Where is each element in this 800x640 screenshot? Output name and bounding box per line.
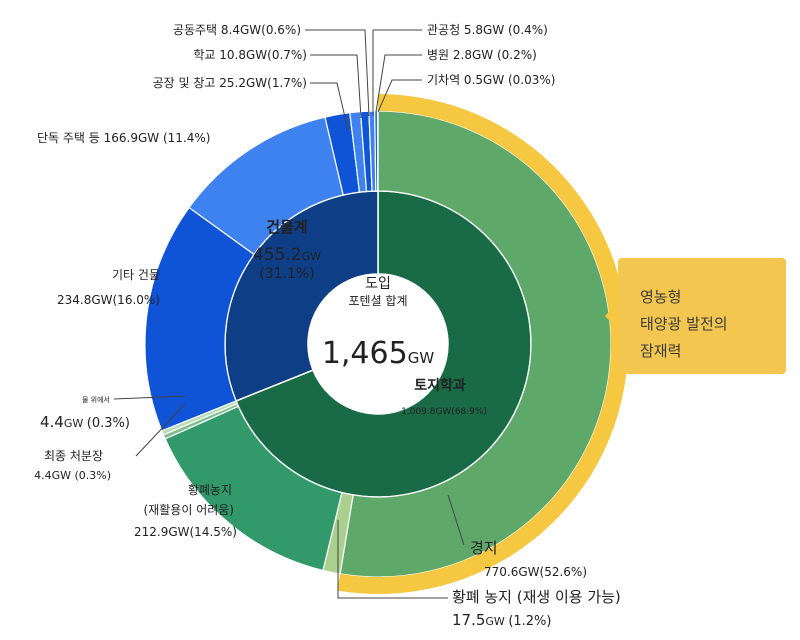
detail-on-water: 4.4GW (0.3%) [40, 413, 130, 431]
callout-line-1: 영농형 [640, 288, 682, 306]
label-train-station: 기차역 0.5GW (0.03%) [427, 73, 555, 87]
callout-line-3: 잠재력 [640, 342, 682, 360]
inner-detail-building: 455.2GW [253, 245, 321, 265]
inner-detail-building-pct: (31.1%) [259, 266, 314, 282]
detail-other-buildings: 234.8GW(16.0%) [57, 293, 160, 307]
label-hospital: 병원 2.8GW (0.2%) [427, 48, 537, 62]
agrivoltaic-callout-text: 영농형 태양광 발전의 잠재력 [640, 284, 728, 365]
label-detached-houses: 단독 주택 등 166.9GW (11.4%) [37, 131, 210, 145]
center-label-2: 포텐셜 합계 [348, 294, 407, 308]
leader-school [310, 54, 362, 119]
detail-disposal: 4.4GW (0.3%) [34, 469, 111, 482]
detail-abandoned-renewable-unit: GW [485, 615, 508, 628]
label-on-water: 물 위에서 [82, 395, 110, 404]
outer-slice-0 [339, 110, 612, 578]
label-school: 학교 10.8GW(0.7%) [193, 48, 307, 62]
inner-label-land: 토지학과 [414, 378, 466, 394]
detail-abandoned-renewable-pct: (1.2%) [508, 614, 551, 629]
label-government-office: 관공청 5.8GW (0.4%) [427, 23, 548, 37]
leader-government-office [372, 29, 422, 116]
leader-farmland [447, 494, 465, 546]
leader-abandoned-renewable [337, 520, 448, 599]
label-abandoned-hard-1: 황폐농지 [188, 483, 232, 497]
label-factory: 공장 및 창고 25.2GW(1.7%) [153, 76, 307, 90]
detail-abandoned-hard: 212.9GW(14.5%) [134, 525, 237, 539]
inner-label-building: 건물계 [266, 218, 307, 236]
leader-on-water [113, 395, 186, 400]
label-abandoned-hard-2: (재활용이 어려움) [144, 503, 234, 517]
leader-train-station [377, 79, 422, 113]
center-label-1: 도입 [365, 276, 391, 292]
label-farmland: 경지 [470, 539, 498, 557]
center-total-unit: GW [408, 349, 435, 367]
callout-pointer [605, 302, 618, 330]
inner-detail-land: 1,009.8GW(68.9%) [401, 407, 487, 417]
detail-abandoned-renewable: 17.5GW (1.2%) [452, 611, 551, 629]
agrivoltaic-callout-box [618, 258, 786, 374]
label-other-buildings: 기타 건물 [112, 268, 160, 282]
leader-factory [310, 82, 349, 131]
callout-line-2: 태양광 발전의 [640, 315, 728, 333]
label-disposal: 최종 처분장 [44, 449, 103, 463]
label-apartments: 공동주택 8.4GW(0.6%) [173, 23, 301, 37]
donut-hole [309, 275, 447, 413]
leader-apartments [305, 29, 370, 117]
detail-on-water-unit: GW [64, 417, 87, 430]
label-abandoned-renewable: 황폐 농지 (재생 이용 가능) [452, 588, 621, 606]
detail-on-water-pct: (0.3%) [87, 416, 130, 431]
leader-hospital [375, 54, 422, 113]
detail-farmland: 770.6GW(52.6%) [484, 565, 587, 579]
inner-detail-building-unit: GW [302, 250, 322, 263]
leader-disposal [135, 403, 186, 457]
